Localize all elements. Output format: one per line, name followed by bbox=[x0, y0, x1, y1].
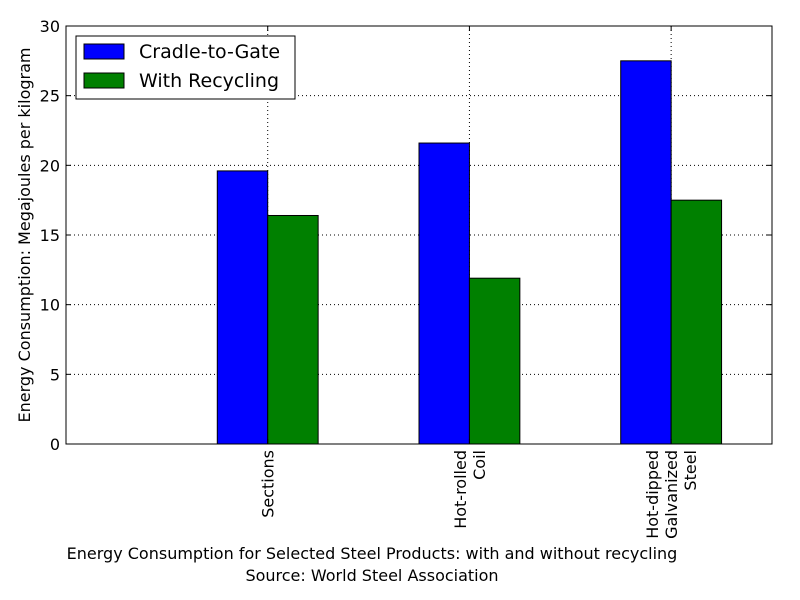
bars bbox=[216, 60, 723, 445]
y-tick-label: 0 bbox=[50, 435, 60, 454]
x-axis-label-line-2: Source: World Steel Association bbox=[245, 566, 498, 585]
legend-swatch-cradle-to-gate bbox=[83, 43, 125, 60]
x-tick-labels: Sections Hot-rolledCoil Hot-dippedGalvaniz… bbox=[259, 450, 700, 539]
bar-cradle-to-gate bbox=[620, 60, 672, 445]
x-tick-label: Hot-dippedGalvanizedSteel bbox=[643, 450, 700, 539]
legend-label-with-recycling: With Recycling bbox=[139, 70, 279, 92]
y-tick-label: 5 bbox=[50, 365, 60, 384]
axis-ticks bbox=[66, 25, 772, 445]
bar-cradle-to-gate bbox=[216, 170, 269, 445]
y-tick-label: 15 bbox=[40, 226, 60, 245]
y-tick-label: 10 bbox=[40, 296, 60, 315]
legend-swatch-with-recycling bbox=[83, 72, 125, 89]
x-axis-label-line-1: Energy Consumption for Selected Steel Pr… bbox=[67, 544, 678, 563]
bar-with-recycling bbox=[267, 214, 319, 445]
legend-label-cradle-to-gate: Cradle-to-Gate bbox=[139, 41, 280, 63]
bar-with-recycling bbox=[670, 199, 723, 445]
x-tick-label: Sections bbox=[259, 450, 278, 518]
bar-cradle-to-gate bbox=[418, 142, 470, 445]
y-tick-label: 20 bbox=[40, 156, 60, 175]
bar-with-recycling bbox=[468, 277, 521, 445]
legend: Cradle-to-Gate With Recycling bbox=[75, 35, 296, 100]
y-tick-label: 30 bbox=[40, 17, 60, 36]
y-axis-label: Energy Consumption: Megajoules per kilog… bbox=[15, 48, 34, 423]
y-tick-labels: 0 5 10 15 20 25 30 bbox=[40, 17, 60, 454]
y-tick-label: 25 bbox=[40, 87, 60, 106]
x-tick-label: Hot-rolledCoil bbox=[451, 450, 489, 529]
